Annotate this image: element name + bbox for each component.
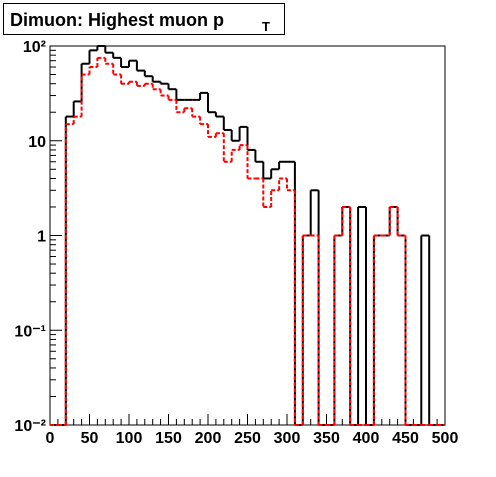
y-tick-label: 10 [28, 134, 46, 151]
x-tick-label: 400 [353, 430, 380, 447]
x-tick-label: 350 [313, 430, 340, 447]
x-tick-label: 450 [392, 430, 419, 447]
title-subscript: T [262, 19, 270, 34]
x-tick-label: 0 [46, 430, 55, 447]
x-tick-label: 200 [195, 430, 222, 447]
x-tick-label: 500 [432, 430, 459, 447]
y-tick-label: 10⁻² [14, 418, 46, 435]
title-box [3, 3, 285, 35]
x-tick-label: 50 [81, 430, 99, 447]
y-tick-label: 10² [23, 39, 46, 56]
y-tick-label: 1 [37, 229, 46, 246]
x-tick-label: 300 [274, 430, 301, 447]
x-tick-label: 150 [155, 430, 182, 447]
y-tick-label: 10⁻¹ [14, 323, 46, 340]
x-tick-label: 100 [116, 430, 143, 447]
chart-title: Dimuon: Highest muon p [10, 10, 224, 30]
x-tick-label: 250 [234, 430, 261, 447]
